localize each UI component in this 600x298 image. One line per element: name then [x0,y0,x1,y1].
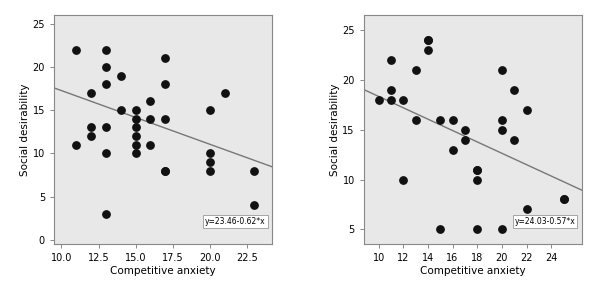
Point [472,167,482,172]
Point [161,82,170,86]
Point [398,177,408,182]
Point [205,108,215,113]
Point [161,168,170,173]
Point [116,108,125,113]
Point [436,227,445,232]
Point [497,117,506,122]
Point [131,134,140,139]
Point [86,134,96,139]
Point [86,91,96,95]
Point [386,58,396,62]
Point [250,168,259,173]
Point [423,47,433,52]
Point [131,117,140,121]
Point [497,127,506,132]
X-axis label: Competitive anxiety: Competitive anxiety [420,266,526,276]
Point [101,47,111,52]
Point [131,142,140,147]
Point [436,117,445,122]
Point [386,87,396,92]
Text: y=24.03-0.57*x: y=24.03-0.57*x [515,217,575,226]
Point [423,38,433,42]
Point [423,38,433,42]
Point [71,142,81,147]
Y-axis label: Social desirability: Social desirability [20,83,29,176]
Point [497,67,506,72]
Point [398,97,408,102]
Point [509,87,519,92]
Point [101,82,111,86]
Point [522,107,532,112]
Point [146,99,155,104]
Point [448,147,457,152]
Point [460,137,470,142]
Point [509,137,519,142]
Point [131,125,140,130]
Point [161,117,170,121]
Point [205,168,215,173]
Point [460,127,470,132]
Point [101,64,111,69]
Point [146,117,155,121]
Point [220,91,229,95]
Point [250,203,259,208]
Point [472,227,482,232]
Point [116,73,125,78]
Point [497,227,506,232]
Point [161,56,170,60]
X-axis label: Competitive anxiety: Competitive anxiety [110,266,216,276]
Point [522,207,532,212]
Point [205,160,215,164]
Text: y=23.46-0.62*x: y=23.46-0.62*x [205,217,266,226]
Point [205,151,215,156]
Point [559,197,568,202]
Y-axis label: Social desirability: Social desirability [329,83,340,176]
Point [559,197,568,202]
Point [71,47,81,52]
Point [374,97,383,102]
Point [101,125,111,130]
Point [411,117,421,122]
Point [472,167,482,172]
Point [101,151,111,156]
Point [161,168,170,173]
Point [101,212,111,216]
Point [472,177,482,182]
Point [411,67,421,72]
Point [131,108,140,113]
Point [448,117,457,122]
Point [131,151,140,156]
Point [146,142,155,147]
Point [386,97,396,102]
Point [86,125,96,130]
